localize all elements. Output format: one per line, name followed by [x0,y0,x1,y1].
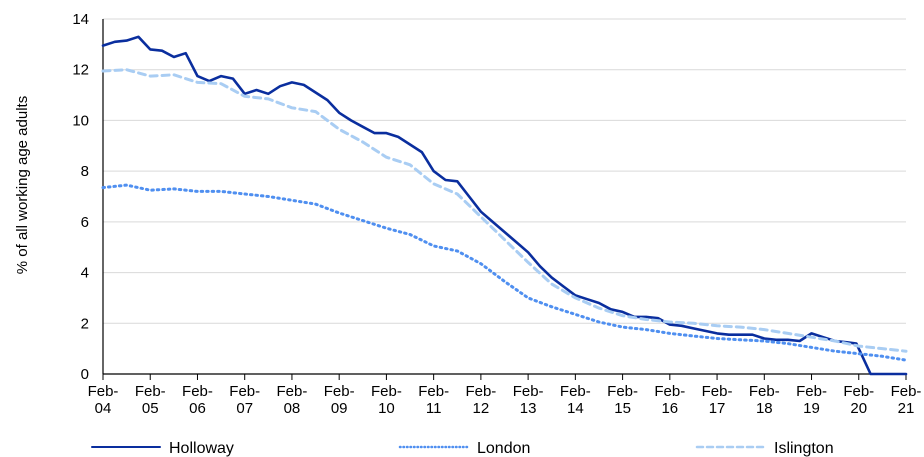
series-lines [101,35,908,376]
x-tick-label: Feb-16 [654,383,685,417]
x-tick-label: Feb-21 [891,383,922,417]
x-tick-label-line: 04 [95,400,112,417]
x-tick-label-line: Feb- [277,383,308,400]
x-tick-label-line: 09 [331,400,348,417]
x-tick-label-line: 17 [709,400,726,417]
x-tick-label-line: Feb- [513,383,544,400]
x-tick-label-line: 19 [803,400,820,417]
legend-item-london: London [398,440,530,457]
legend-label: London [477,440,530,457]
x-tick-label-line: 08 [284,400,301,417]
x-tick-label-line: Feb- [796,383,827,400]
x-tick-label-line: 10 [378,400,395,417]
x-tick-label: Feb-12 [465,383,496,417]
legend-item-holloway: Holloway [91,440,234,457]
x-tick-label-line: Feb- [324,383,355,400]
x-tick-label-line: Feb- [654,383,685,400]
x-tick-label-line: Feb- [88,383,119,400]
x-tick-label-line: 11 [426,400,442,417]
y-tick-label: 8 [81,163,89,180]
x-tick-label-line: Feb- [418,383,449,400]
series-line-islington [101,68,908,353]
legend-item-islington: Islington [695,440,834,457]
x-tick-label-line: 15 [614,400,631,417]
y-tick-label: 4 [81,265,89,282]
y-tick-label: 10 [72,112,89,129]
x-tick-label: Feb-20 [843,383,874,417]
x-tick-label-line: 06 [189,400,206,417]
x-tick-label-line: Feb- [371,383,402,400]
x-tick-label-line: Feb- [843,383,874,400]
x-tick-label: Feb-11 [418,383,449,417]
x-tick-label-line: 18 [756,400,773,417]
x-tick-label-line: Feb- [560,383,591,400]
x-tick-label-line: Feb- [891,383,922,400]
x-tick-label-line: 21 [898,400,915,417]
x-tick-label: Feb-06 [182,383,213,417]
x-tick-label-line: 14 [567,400,584,417]
x-tick-label-line: Feb- [182,383,213,400]
x-tick-label-line: 07 [236,400,253,417]
y-tick-label: 2 [81,315,89,332]
y-axis-title: % of all working age adults [14,96,31,274]
y-axis-ticks: 0 2 4 6 8 10 12 14 [72,11,89,383]
y-tick-label: 6 [81,214,89,231]
x-tick-label: Feb-18 [749,383,780,417]
y-tick-label: 0 [81,366,89,383]
x-tick-label-line: Feb- [229,383,260,400]
x-tick-label: Feb-08 [277,383,308,417]
x-tick-label-line: 16 [661,400,678,417]
x-tick-label: Feb-04 [88,383,119,417]
x-axis-ticks: Feb-04Feb-05Feb-06Feb-07Feb-08Feb-09Feb-… [88,374,922,417]
x-tick-label-line: Feb- [749,383,780,400]
series-line-london [101,183,908,362]
x-tick-label-line: 13 [520,400,537,417]
x-tick-label: Feb-14 [560,383,591,417]
legend: Holloway London Islington [91,440,834,457]
x-tick-label-line: Feb- [135,383,166,400]
x-tick-label: Feb-17 [702,383,733,417]
x-tick-label-line: Feb- [465,383,496,400]
x-tick-label: Feb-05 [135,383,166,417]
x-tick-label: Feb-10 [371,383,402,417]
x-tick-label-line: 05 [142,400,159,417]
x-tick-label-line: Feb- [607,383,638,400]
x-tick-label: Feb-13 [513,383,544,417]
legend-label: Holloway [169,440,234,457]
series-line-holloway [101,35,908,376]
x-tick-label-line: Feb- [702,383,733,400]
x-tick-label: Feb-19 [796,383,827,417]
x-tick-label-line: 20 [850,400,867,417]
x-tick-label: Feb-15 [607,383,638,417]
x-tick-label-line: 12 [473,400,490,417]
axes [102,19,906,375]
gridlines [103,18,906,324]
legend-label: Islington [774,440,834,457]
x-tick-label: Feb-09 [324,383,355,417]
y-tick-label: 12 [72,62,89,79]
x-tick-label: Feb-07 [229,383,260,417]
y-tick-label: 14 [72,11,89,28]
